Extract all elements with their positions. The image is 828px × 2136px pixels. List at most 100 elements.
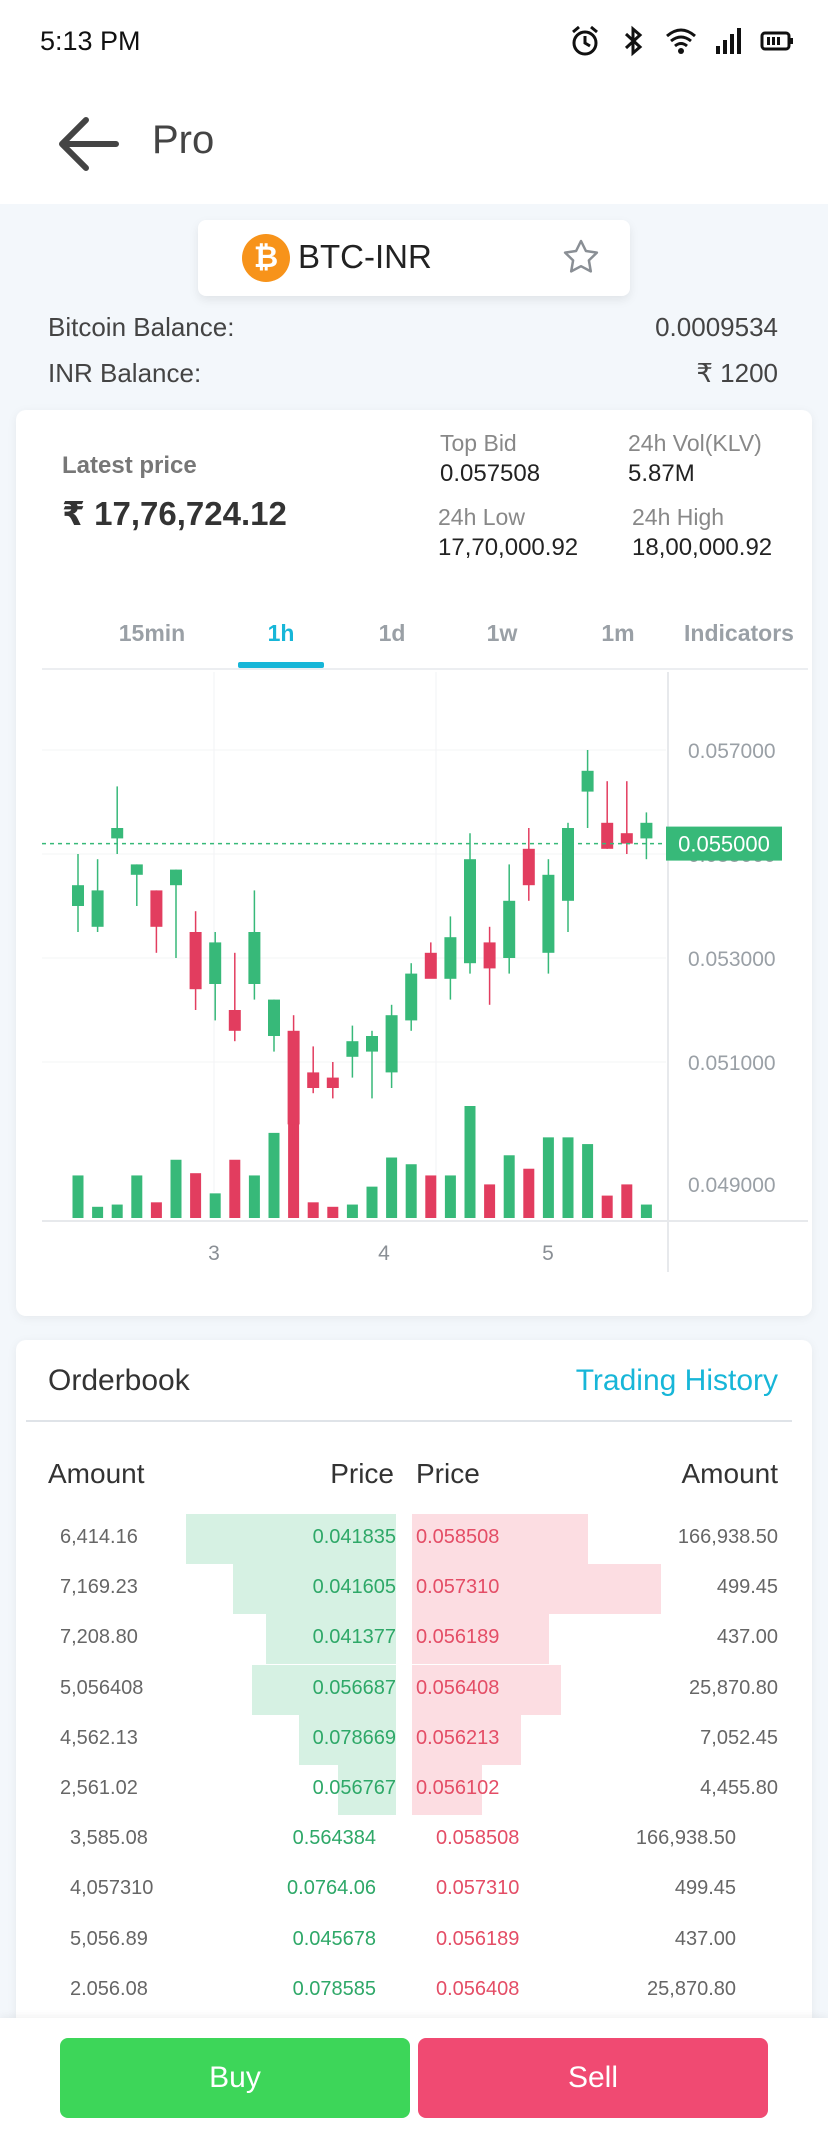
volume-bar [170,1159,182,1218]
interval-tabs: 15min 1h 1d 1w 1m Indicators [42,608,808,670]
status-bar: 5:13 PM [0,0,828,84]
orderbook-row[interactable]: 5,056.89 0.045678 0.056189 437.00 [16,1916,812,1966]
ask-depth-bar [412,1514,589,1564]
ask-price: 0.056102 [416,1777,500,1799]
orderbook-row[interactable]: 6,414.16 0.041835 0.058508 166,938.50 [16,1514,812,1564]
latest-price-value: ₹ 17,76,724.12 [62,495,287,532]
y-tick-label: 0.057000 [688,740,776,763]
orderbook-row[interactable]: 2,561.02 0.056767 0.056102 4,455.80 [16,1765,812,1815]
tab-1w[interactable]: 1w [486,620,518,646]
ask-amount: 25,870.80 [647,1977,736,2000]
volume-bar [562,1137,574,1218]
orderbook-row[interactable]: 5,056408 0.056687 0.056408 25,870.80 [16,1664,812,1715]
bitcoin-balance-label: Bitcoin Balance: [48,312,235,342]
ask-price: 0.057310 [416,1576,500,1599]
bid-depth-bar [186,1514,396,1564]
orderbook-divider [26,1420,792,1422]
candle-body [483,942,496,969]
orderbook-card: Orderbook Trading History Amount Price P… [16,1340,812,2020]
volume-bar [209,1193,221,1218]
candle-body [111,828,124,839]
app-bar: Pro [0,84,828,204]
bid-amount: 2,561.02 [60,1777,138,1799]
ask-price: 0.058508 [436,1827,520,1850]
tab-15min[interactable]: 15min [118,620,186,646]
volume-bar [92,1206,104,1218]
current-price-tag [666,826,782,861]
volume-bar [229,1159,241,1218]
orderbook-row[interactable]: 3,585.08 0.564384 0.058508 166,938.50 [16,1815,812,1865]
ask-price-header: Price [416,1458,480,1489]
volume-bar [601,1195,613,1218]
high-value: 18,00,000.92 [632,534,773,561]
ask-depth-bar [412,1614,549,1665]
y-tick-label: 0.049000 [688,1174,776,1197]
star-icon[interactable] [562,238,600,276]
pair-name: BTC-INR [298,238,432,275]
volume-bar [444,1175,456,1218]
page-title: Pro [152,118,215,162]
bid-amount: 5,056408 [60,1676,144,1699]
tab-1d[interactable]: 1d [378,620,406,646]
tab-indicators[interactable]: Indicators [684,620,794,646]
volume-bar [111,1204,123,1218]
back-arrow-icon[interactable] [56,114,120,174]
volume-bar [150,1202,162,1218]
alarm-icon [568,24,602,58]
current-price-label: 0.055000 [678,832,770,857]
bluetooth-icon [616,24,650,58]
candle-body [405,973,418,1021]
sell-button[interactable]: Sell [418,2038,768,2118]
orderbook-tab[interactable]: Orderbook [48,1364,190,1397]
volume-label: 24h Vol(KLV) [628,430,762,456]
candle-body [72,885,84,906]
candle-body [620,833,633,844]
candle-body [464,859,476,964]
bid-price: 0.078669 [312,1726,396,1749]
buy-button[interactable]: Buy [60,2038,410,2118]
ask-amount: 499.45 [716,1576,778,1599]
ask-amount: 25,870.80 [689,1676,778,1699]
orderbook-row[interactable]: 7,208.80 0.041377 0.056189 437.00 [16,1614,812,1665]
volume-bar [425,1175,437,1218]
candle-body [444,937,457,979]
candle-body [601,822,614,849]
y-tick-label: 0.053000 [688,948,776,971]
volume-bar [248,1175,260,1218]
orderbook-row[interactable]: 7,169.23 0.041605 0.057310 499.45 [16,1564,812,1615]
ask-amount: 166,938.50 [635,1827,736,1850]
candle-body [307,1072,320,1088]
ask-price: 0.056189 [416,1626,500,1649]
bid-price-header: Price [330,1458,394,1489]
latest-price-label: Latest price [62,452,197,479]
x-tick-label: 5 [542,1242,554,1265]
low-label: 24h Low [438,504,525,530]
candle-body [542,874,555,953]
ask-amount-header: Amount [681,1458,779,1489]
trading-history-tab[interactable]: Trading History [575,1364,778,1397]
tab-1m[interactable]: 1m [601,620,635,646]
ask-amount: 499.45 [674,1877,736,1900]
bid-price: 0.564384 [292,1827,376,1850]
inr-balance-value: ₹ 1200 [696,358,778,388]
candle-body [268,999,280,1036]
x-tick-label: 3 [208,1242,220,1265]
signal-icon [712,24,746,58]
candle-body [189,932,202,990]
bid-amount-header: Amount [48,1458,145,1489]
candlestick-chart[interactable]: 0.057000 0.055000 0.053000 0.051000 0.049000… [42,672,808,1272]
pair-selector[interactable]: ₿ BTC-INR [198,220,630,296]
candle-body [366,1036,378,1052]
orderbook-row[interactable]: 2.056.08 0.078585 0.056408 25,870.80 [16,1966,812,2016]
candle-body [91,890,104,927]
ask-amount: 166,938.50 [677,1526,778,1548]
volume-value: 5.87M [628,460,695,487]
tab-1h[interactable]: 1h [267,620,295,646]
top-bid-label: Top Bid [440,430,517,456]
volume-bar [542,1137,554,1218]
orderbook-row[interactable]: 4,057310 0.0764.06 0.057310 499.45 [16,1865,812,1915]
orderbook-row[interactable]: 4,562.13 0.078669 0.056213 7,052.45 [16,1714,812,1765]
bid-depth-bar [338,1765,396,1815]
bid-amount: 7,169.23 [60,1576,138,1599]
bid-depth-bar [299,1714,396,1765]
